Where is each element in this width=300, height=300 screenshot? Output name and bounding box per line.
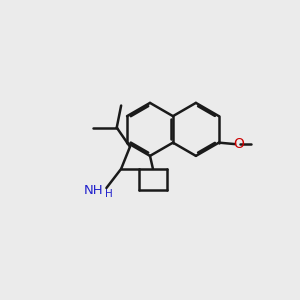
Text: H: H — [105, 190, 113, 200]
Text: NH: NH — [83, 184, 103, 197]
Text: O: O — [233, 137, 244, 151]
